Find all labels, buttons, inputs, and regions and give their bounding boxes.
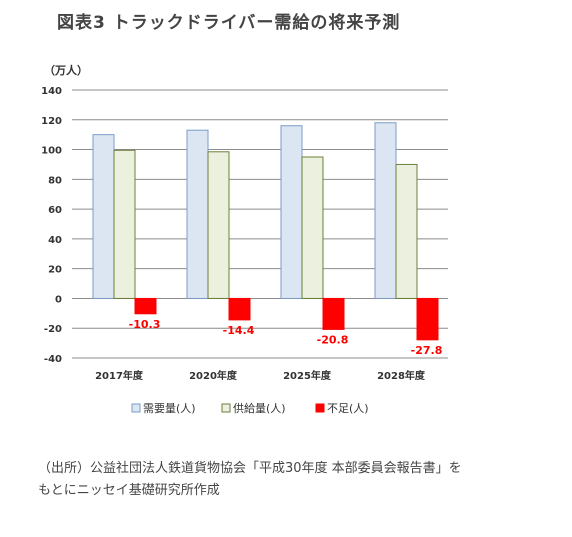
bar-series1-2	[301, 156, 324, 299]
source-line-1: （出所）公益社団法人鉄道貨物協会「平成30年度 本部委員会報告書」を	[38, 461, 462, 476]
legend-swatch-0	[131, 403, 141, 413]
legend-swatch-1	[221, 403, 231, 413]
bar-series2-3	[416, 297, 439, 341]
data-label-1: -14.4	[223, 324, 255, 337]
bar-series1-1	[207, 151, 230, 299]
y-tick-label-6: 20	[48, 265, 62, 276]
y-tick-label-1: 120	[41, 116, 62, 127]
x-tick-label-1: 2020年度	[189, 369, 238, 382]
bar-series0-1	[186, 129, 209, 299]
bar-series2-2	[322, 297, 345, 330]
y-tick-label-0: 140	[41, 86, 62, 97]
y-tick-label-8: -20	[44, 324, 62, 335]
source-line-2: もとにニッセイ基礎研究所作成	[38, 483, 220, 498]
bar-series2-1	[228, 297, 251, 321]
bar-series0-2	[280, 125, 303, 299]
x-tick-label-3: 2028年度	[377, 369, 426, 382]
data-label-2: -20.8	[317, 333, 349, 346]
legend-label-1: 供給量(人)	[233, 401, 286, 415]
y-axis-unit: （万人）	[44, 63, 88, 77]
legend-swatch-2	[315, 403, 325, 413]
y-tick-label-3: 80	[48, 175, 62, 186]
chart-title: 図表3 トラックドライバー需給の将来予測	[57, 13, 401, 33]
y-tick-label-4: 60	[48, 205, 62, 216]
x-tick-label-0: 2017年度	[95, 369, 144, 382]
bar-chart: （万人） 140 120 100 80 60 40 20 0 -20 -40 -10.3 2017年度 -…	[41, 63, 448, 415]
source-note: （出所）公益社団法人鉄道貨物協会「平成30年度 本部委員会報告書」を もとにニッ…	[38, 458, 558, 502]
y-tick-label-2: 100	[41, 146, 62, 157]
y-tick-label-9: -40	[44, 354, 62, 365]
y-tick-label-7: 0	[55, 294, 62, 305]
legend-label-0: 需要量(人)	[143, 402, 196, 415]
x-tick-label-2: 2025年度	[283, 369, 332, 382]
y-tick-label-5: 40	[48, 235, 62, 246]
bar-series1-3	[395, 163, 418, 299]
bar-series1-0	[113, 149, 136, 299]
bar-series2-0	[134, 297, 157, 315]
bar-series0-0	[92, 134, 115, 299]
data-label-0: -10.3	[129, 318, 161, 331]
data-label-3: -27.8	[411, 344, 443, 357]
bar-series0-3	[374, 122, 397, 299]
legend-label-2: 不足(人)	[327, 402, 369, 415]
